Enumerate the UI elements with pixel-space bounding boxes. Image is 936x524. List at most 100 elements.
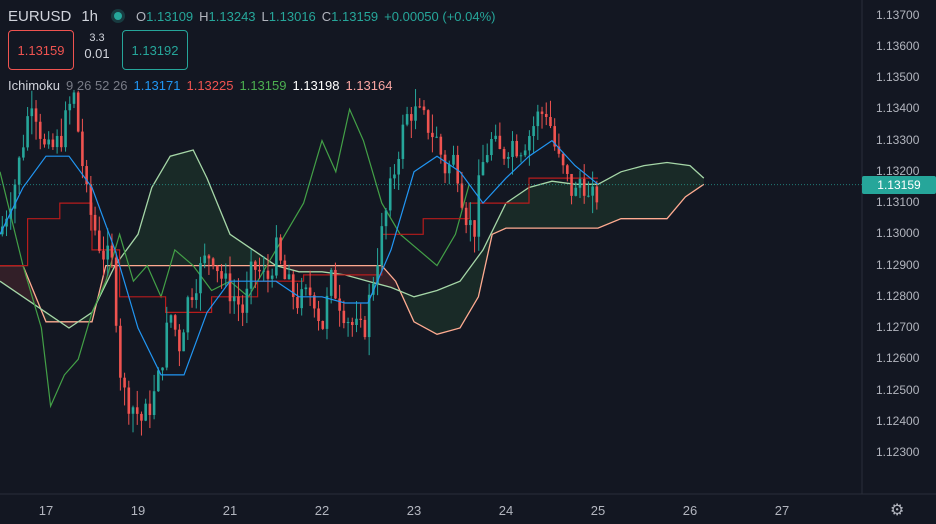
candle-body — [237, 296, 240, 305]
y-tick-label: 1.13400 — [876, 101, 920, 116]
candle-body — [148, 403, 152, 415]
candle-body — [447, 164, 451, 174]
candle-body — [388, 178, 392, 211]
candle-body — [300, 289, 303, 309]
y-tick-label: 1.13500 — [876, 70, 920, 85]
candle-body — [532, 126, 535, 137]
candle-body — [507, 156, 510, 159]
candle-body — [469, 220, 472, 226]
candle-body — [207, 255, 211, 259]
candle-body — [536, 111, 540, 127]
y-tick-label: 1.12400 — [876, 413, 920, 428]
buy-button[interactable]: 1.13192 — [122, 30, 188, 70]
y-tick-label: 1.13200 — [876, 163, 920, 178]
candle-body — [380, 226, 384, 266]
spread-top: 3.3 — [89, 32, 105, 44]
candle-body — [161, 367, 164, 371]
open-value: 1.13109 — [146, 8, 194, 24]
candle-body — [376, 265, 379, 284]
indicator-params: 9 26 52 26 — [66, 78, 128, 93]
candle-body — [426, 110, 430, 133]
candle-body — [498, 135, 502, 150]
candle-body — [262, 270, 266, 272]
candle-body — [435, 136, 438, 138]
y-tick-label: 1.13000 — [876, 226, 920, 241]
candle-body — [384, 210, 388, 227]
candle-body — [13, 184, 17, 209]
cloud-bearish — [0, 265, 37, 307]
x-tick-label: 17 — [38, 503, 54, 518]
candle-body — [397, 158, 400, 175]
candle-body — [443, 154, 447, 174]
candle-body — [502, 149, 506, 159]
candle-body — [422, 106, 426, 111]
close-key: C — [321, 8, 332, 24]
candle-body — [574, 187, 578, 196]
candle-body — [321, 320, 325, 329]
candle-body — [363, 319, 367, 338]
ichimoku-legend[interactable]: Ichimoku 9 26 52 26 1.13171 1.13225 1.13… — [8, 78, 392, 93]
cloud-bullish — [115, 150, 276, 266]
candle-body — [338, 298, 341, 311]
candle-body — [452, 154, 455, 165]
current-price-tag: 1.13159 — [862, 175, 936, 194]
change-value: +0.00050 (+0.04%) — [384, 8, 496, 24]
chikou-span-line — [0, 107, 470, 409]
candle-body — [127, 387, 131, 414]
x-tick-label: 24 — [498, 503, 514, 518]
candle-body — [60, 135, 63, 148]
candle-body — [165, 322, 169, 368]
y-tick-label: 1.12800 — [876, 288, 920, 303]
candle-body — [270, 275, 274, 279]
candle-body — [216, 265, 219, 272]
candle-body — [591, 186, 594, 196]
candle-body — [43, 138, 46, 145]
candle-body — [418, 106, 422, 108]
candle-body — [431, 132, 434, 138]
y-tick-label: 1.12600 — [876, 351, 920, 366]
candle-body — [578, 178, 582, 188]
candle-body — [595, 186, 599, 203]
candle-body — [85, 166, 88, 185]
candle-body — [342, 310, 346, 324]
gear-icon[interactable]: ⚙ — [890, 502, 905, 519]
candle-body — [194, 293, 198, 300]
chart-header: EURUSD 1h O1.13109 H1.13243 L1.13016 C1.… — [8, 5, 495, 27]
candle-body — [291, 274, 295, 298]
high-value: 1.13243 — [208, 8, 256, 24]
candle-body — [114, 257, 118, 326]
sell-button[interactable]: 1.13159 — [8, 30, 74, 70]
candle-body — [346, 321, 350, 324]
timeframe-label[interactable]: 1h — [81, 7, 99, 25]
indicator-name: Ichimoku — [8, 78, 61, 93]
candle-body — [241, 304, 244, 313]
candle-body — [22, 147, 25, 158]
candle-body — [325, 295, 329, 329]
candle-body — [528, 136, 531, 151]
candle-body — [485, 155, 489, 163]
symbol-label[interactable]: EURUSD — [8, 7, 72, 25]
candle-body — [283, 260, 287, 280]
candle-body — [275, 237, 278, 276]
candle-body — [106, 245, 110, 260]
candle-body — [110, 245, 114, 258]
tenkan-sen-line — [0, 139, 599, 376]
y-tick-label: 1.12500 — [876, 382, 920, 397]
candle-body — [169, 315, 173, 323]
x-tick-label: 27 — [774, 503, 790, 518]
candle-body — [473, 220, 476, 237]
cloud-bearish — [64, 321, 74, 328]
candle-body — [258, 269, 261, 272]
candle-body — [553, 126, 556, 147]
candle-body — [460, 183, 464, 208]
candle-body — [30, 108, 34, 117]
candle-body — [152, 391, 156, 415]
cloud-bullish — [400, 162, 704, 335]
candle-body — [355, 318, 358, 326]
candle-body — [199, 263, 202, 294]
candle-body — [549, 117, 552, 127]
indicator-value-kijun: 1.13225 — [186, 78, 234, 93]
x-tick-label: 22 — [314, 503, 330, 518]
x-tick-label: 19 — [130, 503, 146, 518]
